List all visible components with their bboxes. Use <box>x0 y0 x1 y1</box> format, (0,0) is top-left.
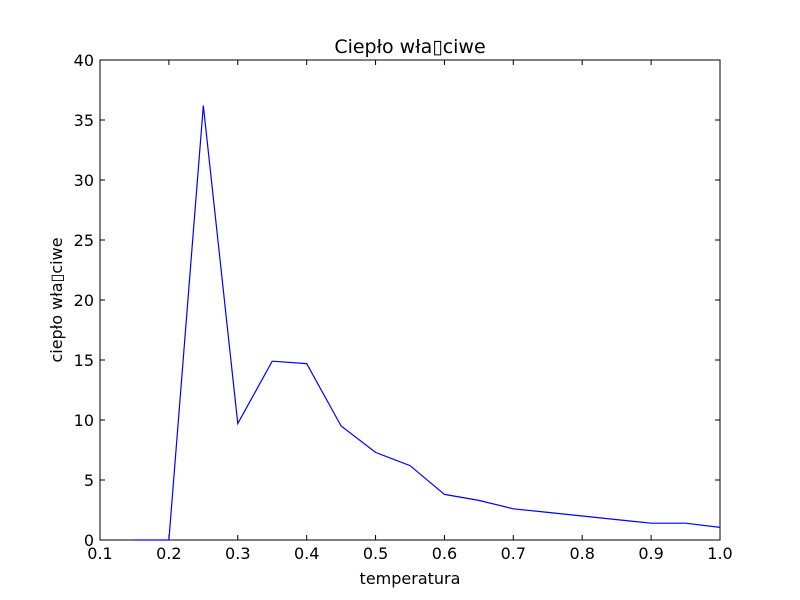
y-tick-label: 30 <box>74 171 94 190</box>
y-tick-label: 10 <box>74 411 94 430</box>
x-tick-label: 1.0 <box>707 544 732 563</box>
x-tick-label: 0.2 <box>156 544 181 563</box>
x-tick-label: 0.1 <box>87 544 112 563</box>
plot-frame <box>99 59 721 541</box>
y-tick-label: 15 <box>74 351 94 370</box>
y-tick-label: 35 <box>74 111 94 130</box>
series-line <box>134 105 721 541</box>
x-axis: 0.1 0.2 0.3 0.4 0.5 0.6 0.7 0.8 0.9 1.0 <box>87 60 733 563</box>
x-tick-label: 0.3 <box>225 544 250 563</box>
series-layer <box>134 105 721 541</box>
y-tick-label: 0 <box>84 531 94 550</box>
y-axis: 0 5 10 15 20 25 30 35 40 <box>74 51 720 550</box>
chart-title: Ciepło wła▯ciwe <box>334 36 485 58</box>
y-axis-label: ciepło wła▯ciwe <box>47 237 66 362</box>
x-tick-label: 0.5 <box>363 544 388 563</box>
x-tick-label: 0.6 <box>432 544 457 563</box>
y-tick-label: 25 <box>74 231 94 250</box>
x-tick-label: 0.4 <box>294 544 319 563</box>
x-tick-label: 0.7 <box>501 544 526 563</box>
y-tick-label: 5 <box>84 471 94 490</box>
x-axis-label: temperatura <box>360 569 461 588</box>
x-tick-label: 0.8 <box>569 544 594 563</box>
x-tick-label: 0.9 <box>638 544 663 563</box>
plot-area: 0.1 0.2 0.3 0.4 0.5 0.6 0.7 0.8 0.9 1.0 0 5 10 15 20 2… <box>74 51 733 563</box>
y-tick-label: 20 <box>74 291 94 310</box>
y-tick-label: 40 <box>74 51 94 70</box>
